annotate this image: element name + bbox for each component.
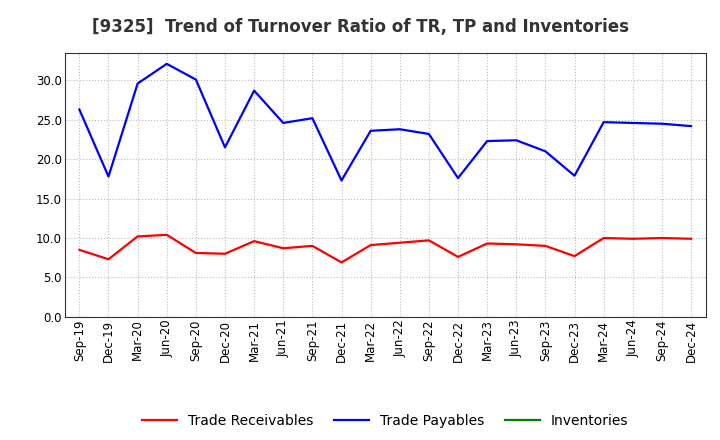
Trade Payables [395, 127, 404, 132]
Trade Payables [483, 139, 492, 144]
Trade Payables [250, 88, 258, 93]
Trade Payables [337, 178, 346, 183]
Trade Receivables [337, 260, 346, 265]
Trade Receivables [425, 238, 433, 243]
Trade Receivables [163, 232, 171, 238]
Trade Receivables [395, 240, 404, 246]
Trade Payables [104, 174, 113, 179]
Trade Receivables [512, 242, 521, 247]
Trade Payables [454, 176, 462, 181]
Legend: Trade Receivables, Trade Payables, Inventories: Trade Receivables, Trade Payables, Inven… [137, 408, 634, 433]
Trade Receivables [454, 254, 462, 260]
Trade Payables [657, 121, 666, 126]
Trade Payables [629, 120, 637, 125]
Trade Receivables [629, 236, 637, 242]
Line: Trade Payables: Trade Payables [79, 64, 691, 180]
Trade Payables [687, 124, 696, 129]
Trade Payables [192, 77, 200, 82]
Trade Receivables [220, 251, 229, 257]
Trade Payables [541, 149, 550, 154]
Trade Payables [220, 145, 229, 150]
Trade Receivables [366, 242, 375, 248]
Trade Receivables [599, 235, 608, 241]
Trade Receivables [250, 238, 258, 244]
Trade Payables [366, 128, 375, 133]
Text: [9325]  Trend of Turnover Ratio of TR, TP and Inventories: [9325] Trend of Turnover Ratio of TR, TP… [91, 18, 629, 36]
Trade Payables [570, 173, 579, 178]
Trade Receivables [279, 246, 287, 251]
Trade Payables [308, 116, 317, 121]
Trade Receivables [192, 250, 200, 256]
Trade Receivables [570, 253, 579, 259]
Trade Payables [425, 131, 433, 136]
Trade Receivables [133, 234, 142, 239]
Trade Payables [163, 61, 171, 66]
Trade Receivables [541, 243, 550, 249]
Trade Receivables [104, 257, 113, 262]
Trade Payables [279, 120, 287, 125]
Trade Payables [75, 107, 84, 112]
Trade Receivables [657, 235, 666, 241]
Trade Receivables [687, 236, 696, 242]
Trade Payables [512, 138, 521, 143]
Trade Receivables [308, 243, 317, 249]
Trade Receivables [483, 241, 492, 246]
Trade Payables [599, 120, 608, 125]
Line: Trade Receivables: Trade Receivables [79, 235, 691, 262]
Trade Receivables [75, 247, 84, 253]
Trade Payables [133, 81, 142, 86]
